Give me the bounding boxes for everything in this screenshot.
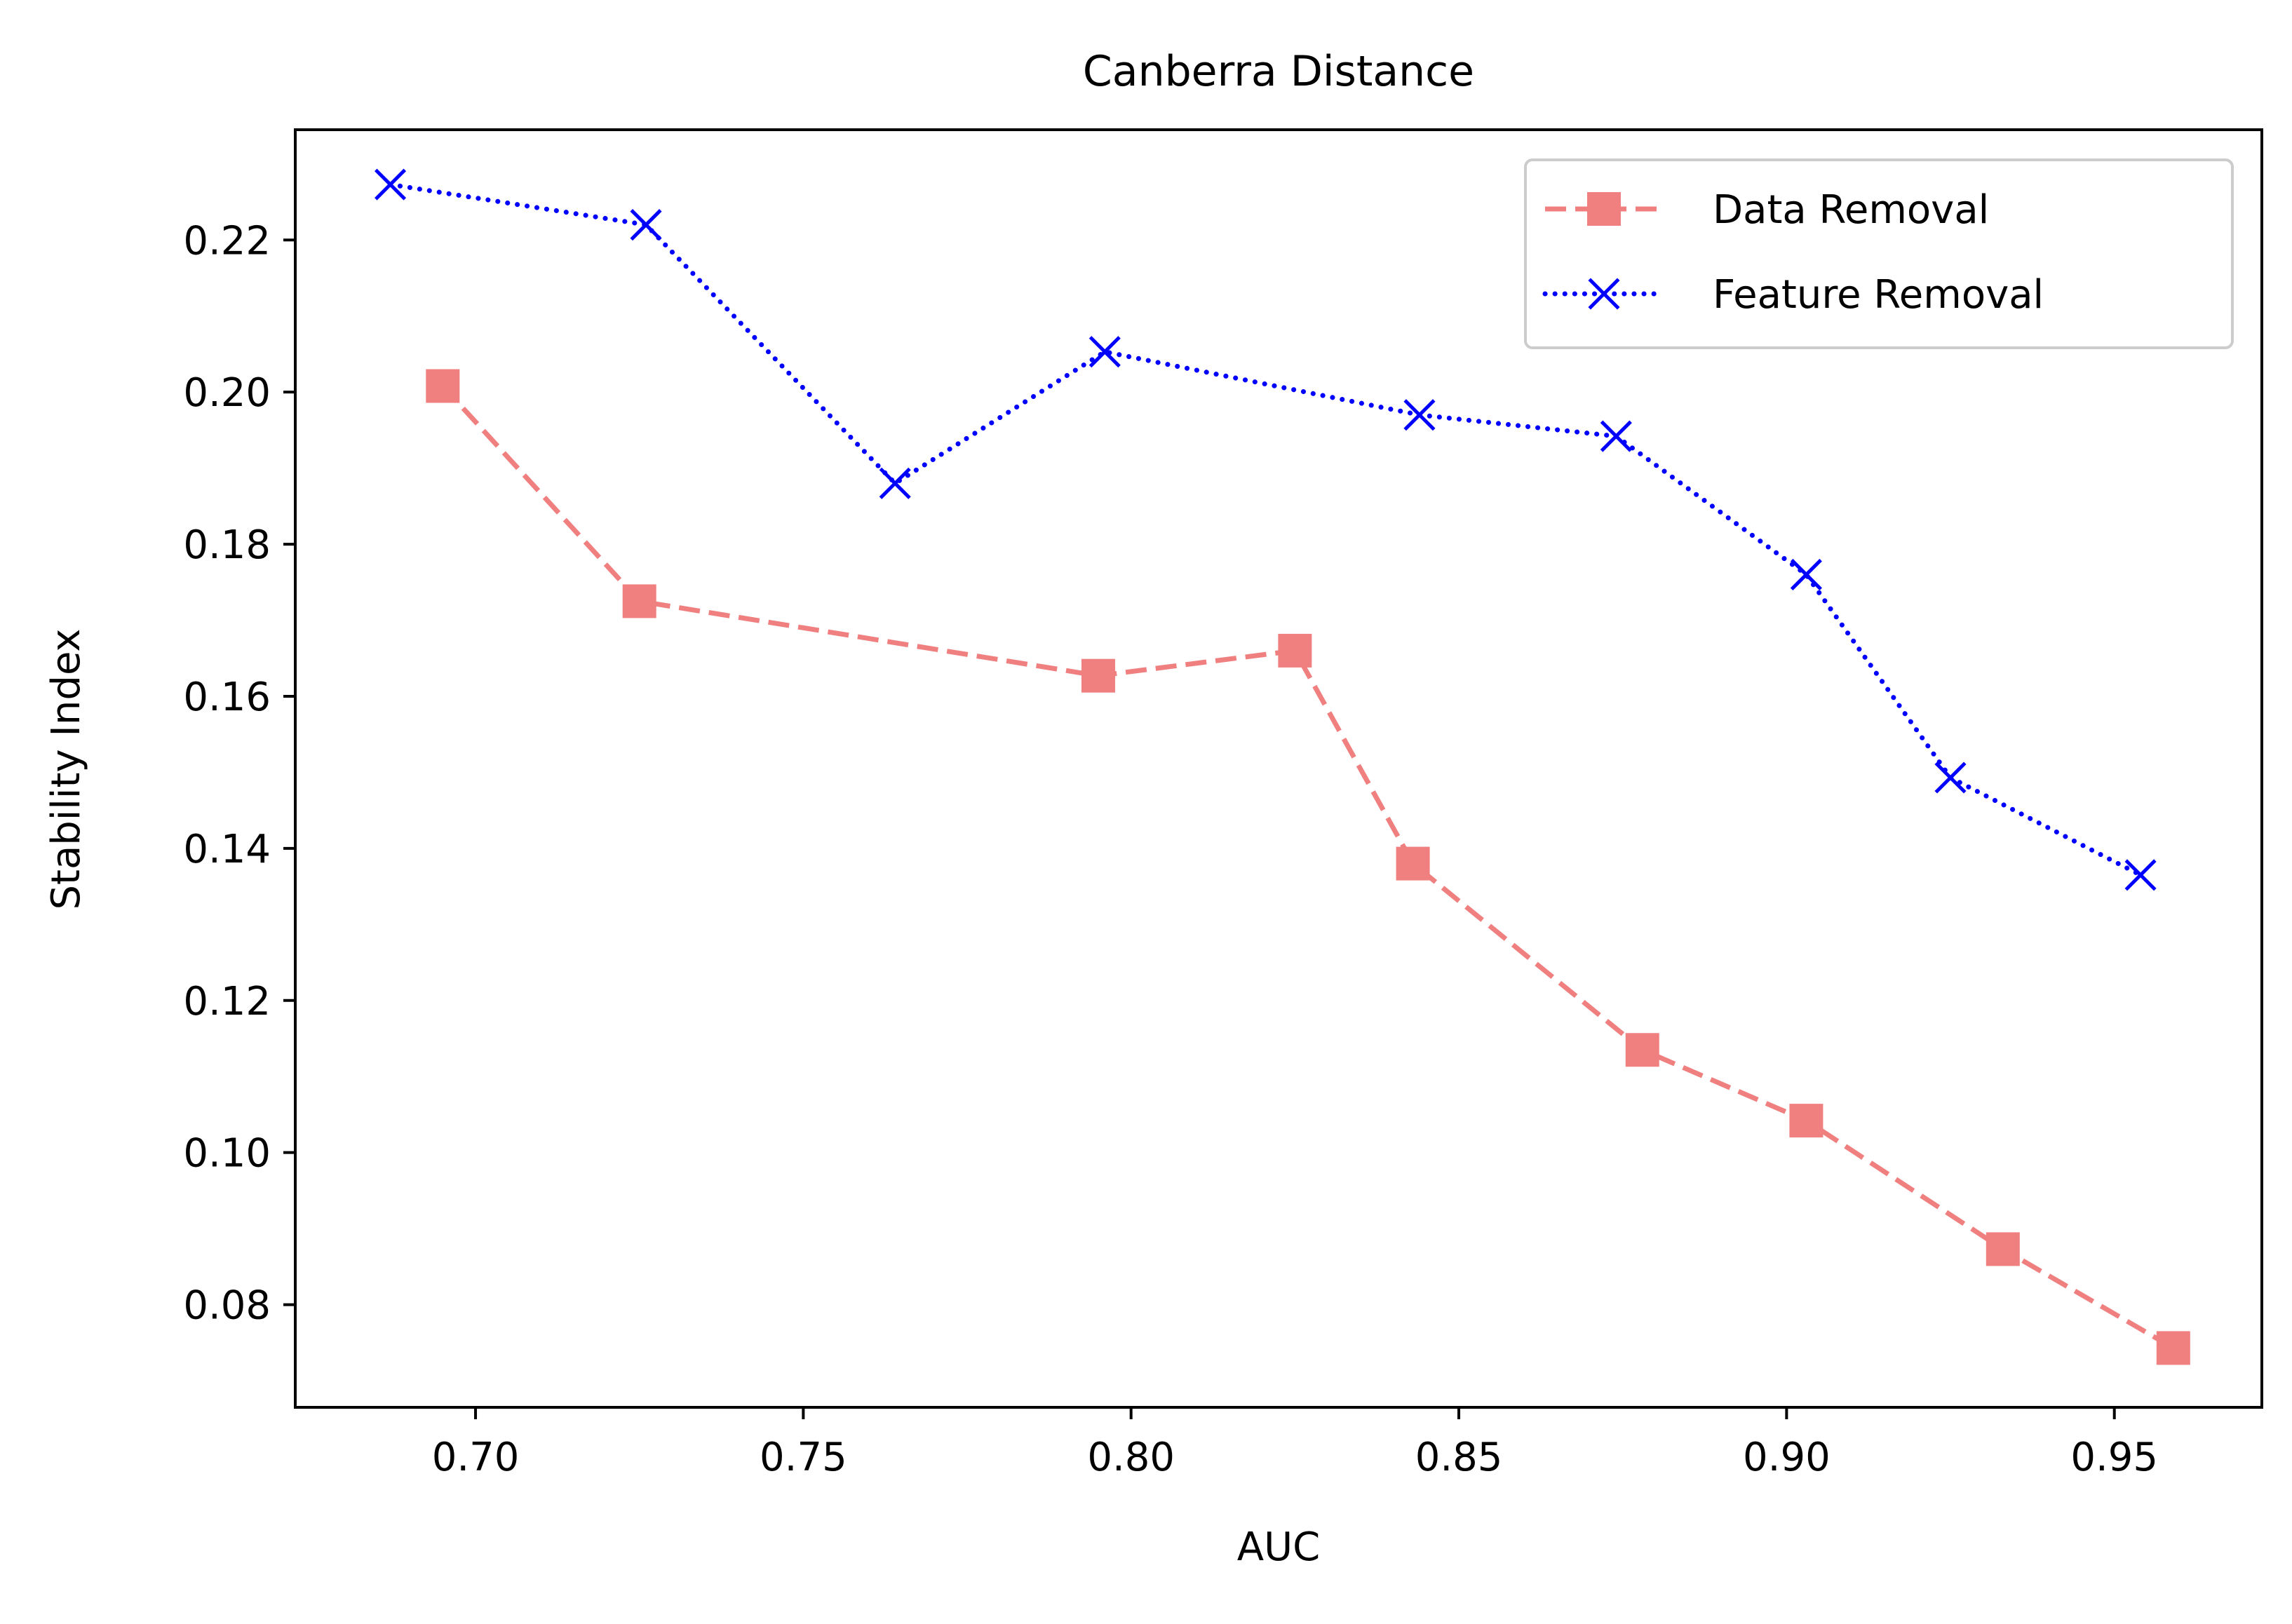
chart-title: Canberra Distance [1083,47,1474,96]
y-tick-label: 0.14 [183,827,271,872]
series-line-data-removal [440,384,2175,1351]
legend-marker-data-removal [1587,192,1621,226]
x-axis-label: AUC [1237,1524,1320,1570]
x-tick-label: 0.95 [2070,1435,2158,1480]
data-point-data-removal [1625,1033,1659,1067]
legend-entries: Data Removal Feature Removal [1542,187,2044,318]
x-tick-label: 0.75 [760,1435,847,1480]
axis-ticks: 0.70 0.75 0.80 0.85 0.90 0.95 0.08 0.10 0.12 0.14… [183,218,2158,1480]
data-point-data-removal [1396,846,1430,881]
data-point-data-removal [1278,633,1312,668]
data-point-data-removal [1789,1104,1824,1138]
y-tick-label: 0.12 [183,979,271,1024]
legend-label-data-removal: Data Removal [1713,187,1989,233]
legend-label-feature-removal: Feature Removal [1713,272,2044,318]
series-markers [374,168,2190,1365]
y-tick-label: 0.18 [183,522,271,568]
x-tick-label: 0.85 [1415,1435,1503,1480]
y-tick-label: 0.10 [183,1131,271,1177]
legend-box [1524,158,2234,349]
y-tick-label: 0.20 [183,370,271,416]
data-point-feature-removal [1934,762,1967,794]
data-point-data-removal [1986,1232,2020,1266]
data-point-data-removal [622,584,656,618]
x-tick-label: 0.90 [1743,1435,1831,1480]
data-point-data-removal [2156,1331,2190,1365]
y-axis-label: Stability Index [43,628,89,909]
y-tick-label: 0.08 [183,1283,271,1329]
x-tick-label: 0.70 [432,1435,520,1480]
legend: Data Removal Feature Removal [1524,158,2234,349]
data-point-feature-removal [374,168,407,201]
data-point-feature-removal [630,209,662,241]
legend-marker-feature-removal [1588,278,1620,310]
data-point-data-removal [426,369,460,403]
data-point-feature-removal [1600,420,1632,452]
x-tick-label: 0.80 [1087,1435,1175,1480]
data-point-feature-removal [1403,399,1436,431]
data-point-feature-removal [1790,558,1822,590]
y-tick-label: 0.22 [183,218,271,264]
data-point-feature-removal [1088,336,1121,368]
y-tick-label: 0.16 [183,675,271,720]
data-point-data-removal [1081,658,1115,693]
data-point-feature-removal [879,467,911,499]
plot-frame [294,128,2263,1409]
data-point-feature-removal [2124,859,2157,891]
